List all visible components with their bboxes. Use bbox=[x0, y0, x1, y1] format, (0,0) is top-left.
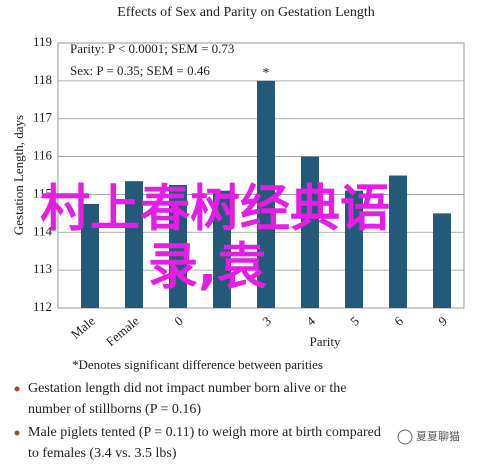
y-tick-label: 119 bbox=[33, 34, 52, 49]
y-tick-label: 112 bbox=[33, 299, 52, 314]
y-axis-label: Gestation Length, days bbox=[11, 115, 26, 235]
bar bbox=[301, 156, 319, 308]
bullet bbox=[14, 386, 20, 392]
note-line: Gestation length did not impact number b… bbox=[28, 381, 346, 396]
chart-title: Effects of Sex and Parity on Gestation L… bbox=[117, 5, 375, 20]
y-tick-label: 114 bbox=[33, 223, 53, 238]
bar bbox=[389, 175, 407, 308]
overlay-text: 录,袁 bbox=[148, 238, 267, 296]
significance-marker: * bbox=[263, 66, 270, 81]
bar bbox=[257, 80, 275, 308]
y-tick-label: 118 bbox=[33, 72, 52, 87]
watermark: 夏夏聊猫 bbox=[416, 429, 460, 443]
x-tick-label: 0 bbox=[171, 313, 186, 329]
y-tick-label: 117 bbox=[33, 110, 53, 125]
x-tick-label: 4 bbox=[303, 313, 318, 329]
note-line: Male piglets tented (P = 0.11) to weigh … bbox=[28, 425, 381, 440]
overlay-text: 村上春树经典语 bbox=[40, 180, 390, 238]
plot: 112 113 114 115 116 117 118 119 Male Female 0 3 4 5 6 9 bbox=[33, 34, 465, 349]
annotation: Sex: P = 0.35; SEM = 0.46 bbox=[70, 63, 210, 78]
bar bbox=[125, 181, 143, 308]
bar bbox=[345, 190, 363, 308]
bar bbox=[169, 184, 187, 308]
note-line: number of stillborns (P = 0.16) bbox=[28, 402, 201, 417]
x-tick-label: 9 bbox=[435, 313, 450, 329]
y-tick-label: 115 bbox=[33, 185, 52, 200]
y-tick-label: 113 bbox=[33, 261, 52, 276]
x-tick-label: 6 bbox=[391, 313, 406, 329]
y-tick-label: 116 bbox=[33, 148, 53, 163]
bar bbox=[213, 190, 231, 308]
footnote: *Denotes significant difference between … bbox=[72, 357, 323, 372]
x-tick-label: Female bbox=[103, 313, 142, 349]
annotation: Parity: P < 0.0001; SEM = 0.73 bbox=[70, 41, 234, 56]
x-tick-label: Male bbox=[68, 313, 98, 342]
note-line: to females (3.4 vs. 3.5 lbs) bbox=[28, 446, 177, 461]
x-tick-label: 3 bbox=[259, 313, 274, 329]
bar bbox=[81, 203, 99, 308]
watermark-icon bbox=[397, 429, 413, 445]
bar bbox=[433, 213, 451, 308]
x-axis-label: Parity bbox=[309, 334, 341, 349]
x-tick-label: 5 bbox=[347, 313, 362, 329]
bullet bbox=[14, 430, 20, 436]
